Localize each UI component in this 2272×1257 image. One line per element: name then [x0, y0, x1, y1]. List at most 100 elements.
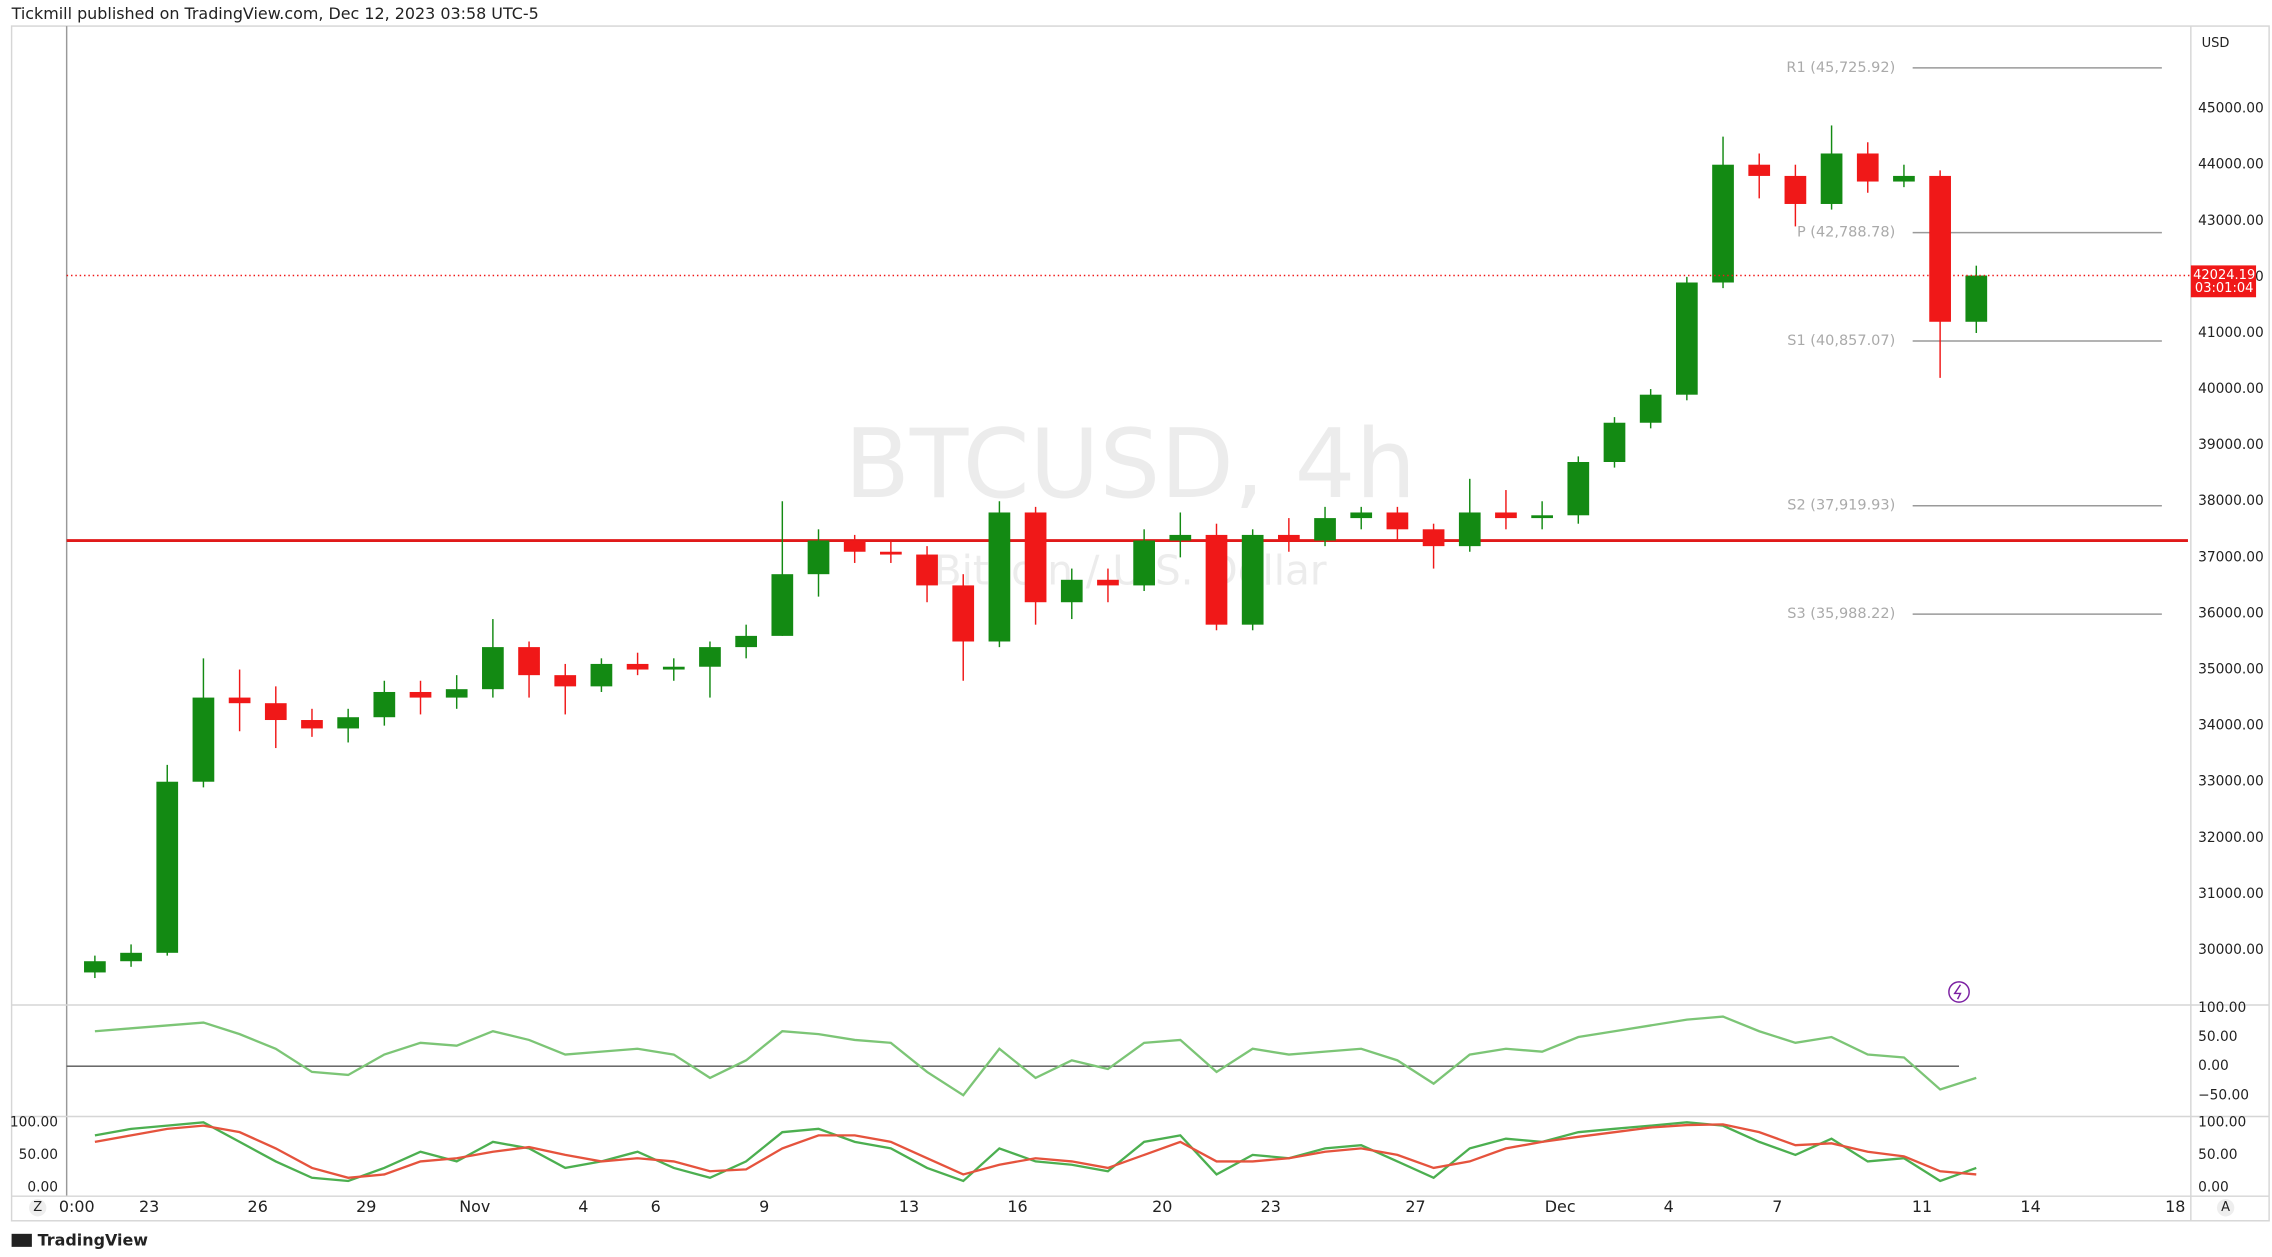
candle-body — [1531, 515, 1553, 519]
x-tick-label: 4 — [578, 1197, 588, 1216]
candle-body — [554, 675, 577, 687]
logo-mark — [11, 1233, 32, 1247]
candle-body — [662, 666, 685, 670]
candle-body — [1422, 529, 1445, 547]
zoom-button[interactable] — [28, 1199, 47, 1217]
candle-body — [84, 961, 106, 973]
y-tick-label: 44000.00 — [2198, 157, 2264, 173]
y-tick-label: 33000.00 — [2198, 774, 2264, 790]
candle-body — [699, 647, 721, 667]
candle-body — [1929, 175, 1951, 322]
x-tick-label: Nov — [459, 1197, 490, 1216]
candle-body — [337, 717, 360, 729]
x-tick-label: 23 — [1261, 1197, 1281, 1216]
candle-body — [988, 512, 1011, 642]
y-tick-label: 32000.00 — [2198, 830, 2264, 846]
candle-body — [626, 663, 649, 670]
y-tick-label: 50.00 — [2198, 1029, 2237, 1045]
x-tick-label: 26 — [248, 1197, 268, 1216]
x-tick-label: 20 — [1152, 1197, 1172, 1216]
candle-body — [1965, 275, 1988, 322]
candle-body — [1748, 164, 1771, 176]
candle-body — [192, 697, 215, 782]
pivot-label: S1 (40,857.07) — [1787, 333, 1895, 349]
candle-body — [771, 574, 794, 636]
pivot-label: R1 (45,725.92) — [1786, 60, 1895, 76]
y-tick-label: −50.00 — [2198, 1087, 2249, 1103]
x-tick-label: 6 — [651, 1197, 661, 1216]
y-tick-label: 100.00 — [2198, 1114, 2246, 1130]
candle-body — [482, 647, 504, 690]
oscillator-line — [94, 1123, 1977, 1179]
logo-text: TradingView — [38, 1231, 149, 1250]
candle-body — [590, 663, 613, 687]
candle-body — [1675, 282, 1698, 395]
y-tick-label: 31000.00 — [2198, 886, 2264, 902]
candle-body — [1314, 518, 1336, 541]
x-tick-label: 0:00 — [59, 1197, 95, 1216]
oscillator-line — [94, 1121, 1977, 1183]
x-tick-label: Dec — [1545, 1197, 1576, 1216]
candle-body — [120, 952, 142, 962]
x-tick-label: 9 — [759, 1197, 769, 1216]
candle-body — [373, 691, 396, 718]
candle-body — [1639, 394, 1662, 423]
candle-body — [1060, 579, 1083, 603]
x-tick-label: 4 — [1664, 1197, 1674, 1216]
last-price-label: 42024.19 — [2193, 268, 2255, 283]
candle-body — [735, 635, 757, 648]
y-tick-label: 45000.00 — [2198, 101, 2264, 117]
auto-scale-button[interactable] — [2216, 1199, 2235, 1217]
y-tick-label: 35000.00 — [2198, 662, 2264, 678]
y-tick-label: 41000.00 — [2198, 325, 2264, 341]
x-tick-label: 11 — [1912, 1197, 1932, 1216]
candle-body — [1856, 153, 1879, 182]
candle-body — [1893, 175, 1915, 182]
x-tick-label: 7 — [1772, 1197, 1782, 1216]
x-tick-label: 29 — [356, 1197, 376, 1216]
candle-body — [1350, 512, 1373, 519]
candle-body — [518, 647, 540, 676]
pivot-label: S3 (35,988.22) — [1787, 606, 1895, 622]
x-tick-label: 16 — [1007, 1197, 1027, 1216]
x-tick-label: 13 — [899, 1197, 919, 1216]
alert-icon[interactable] — [1948, 981, 1970, 1003]
currency-label: USD — [2202, 36, 2230, 51]
candle-body — [228, 697, 251, 704]
y-tick-label: 36000.00 — [2198, 605, 2264, 621]
candle-body — [1024, 512, 1047, 603]
alert-bolt — [1953, 984, 1962, 1000]
publish-header: Tickmill published on TradingView.com, D… — [11, 4, 539, 23]
x-tick-label: 18 — [2165, 1197, 2185, 1216]
y-tick-label: 100.00 — [10, 1114, 58, 1130]
x-tick-label: 14 — [2020, 1197, 2040, 1216]
pivot-label: P (42,788.78) — [1797, 225, 1895, 241]
candle-body — [1712, 164, 1734, 283]
candle-body — [1133, 540, 1155, 586]
candle-body — [916, 554, 938, 586]
candle-body — [156, 781, 179, 953]
y-tick-label: 39000.00 — [2198, 437, 2264, 453]
watermark-title: BTCUSD, 4h — [844, 408, 1416, 520]
y-tick-label: 34000.00 — [2198, 718, 2264, 734]
candle-body — [1784, 175, 1807, 204]
candle-body — [807, 540, 830, 575]
candle-body — [1820, 153, 1843, 204]
candle-body — [1241, 534, 1264, 625]
candle-body — [409, 691, 432, 698]
candle-body — [1603, 422, 1626, 462]
candle-body — [952, 585, 975, 642]
y-tick-label: 30000.00 — [2198, 942, 2264, 958]
candle-body — [1169, 534, 1192, 541]
zoom-button-label[interactable]: Z — [33, 1200, 42, 1215]
candle-body — [1567, 461, 1590, 516]
x-tick-label: 27 — [1405, 1197, 1425, 1216]
oscillator-line — [94, 1015, 1977, 1097]
auto-scale-label[interactable]: A — [2221, 1200, 2230, 1215]
x-tick-label: 23 — [139, 1197, 159, 1216]
y-tick-label: 100.00 — [2198, 1000, 2246, 1016]
candle-body — [1458, 512, 1481, 547]
candle-body — [301, 720, 323, 729]
y-tick-label: 50.00 — [2198, 1147, 2237, 1163]
